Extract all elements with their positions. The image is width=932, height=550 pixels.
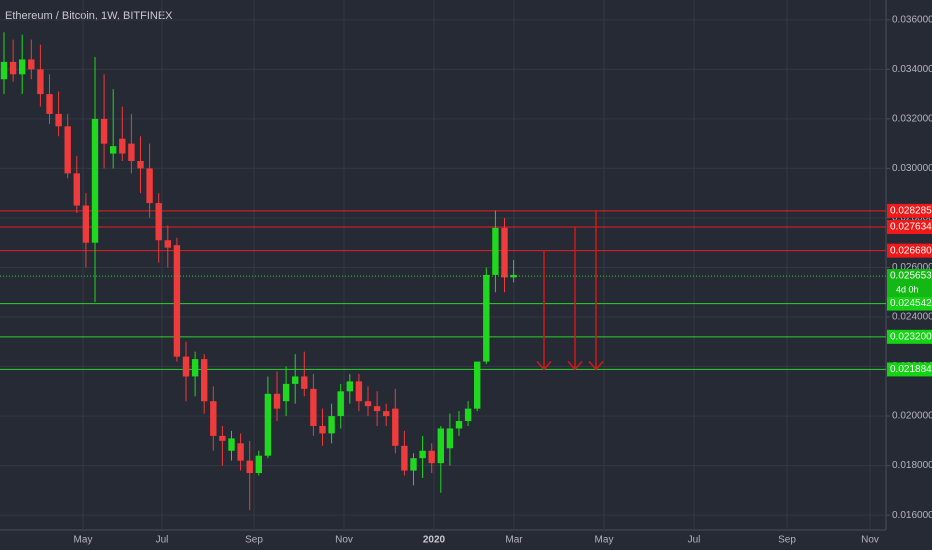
candle-body [383, 411, 390, 417]
level-tag [887, 329, 932, 344]
candle-body [191, 359, 199, 377]
candle-body [410, 458, 417, 471]
candle-body [346, 381, 353, 392]
level-label: 0.027634 [890, 222, 932, 233]
candle-body [55, 113, 62, 127]
candle-body [100, 118, 108, 144]
candle-body [328, 416, 335, 434]
x-tick-label: May [595, 535, 614, 546]
y-tick-label: 0.016000 [892, 510, 932, 521]
candle-body [155, 203, 162, 241]
countdown: 4d 0h [896, 284, 919, 294]
candle-body [210, 401, 217, 436]
level-tag [887, 362, 932, 377]
candle-body [82, 205, 90, 243]
candle-body [501, 227, 508, 278]
x-tick-label: 2020 [423, 535, 446, 546]
y-tick-label: 0.020000 [892, 411, 932, 422]
candle-body [164, 240, 171, 248]
candle-body [119, 138, 126, 154]
level-tag [887, 203, 932, 218]
candle-body [301, 376, 308, 389]
x-tick-label: Nov [861, 535, 879, 546]
candle-body [310, 388, 317, 426]
last-price-tag [887, 269, 932, 298]
arrow-head [536, 360, 552, 371]
candle-body [455, 421, 463, 429]
level-tag [887, 220, 932, 235]
candle-body [355, 381, 363, 402]
candle-body [110, 146, 117, 154]
candle-body [474, 361, 481, 409]
x-tick-label: Sep [245, 535, 263, 546]
y-tick-label: 0.032000 [892, 114, 932, 125]
candle-body [292, 376, 299, 384]
candle-body [246, 460, 253, 474]
candle-body [428, 450, 435, 464]
candle-body [282, 383, 290, 402]
candle-body [237, 443, 244, 461]
candle-body [319, 425, 326, 434]
candle-body [9, 61, 17, 75]
level-tag [887, 243, 932, 258]
last-price-label: 0.025653 [890, 271, 932, 282]
y-tick-label: 0.018000 [892, 460, 932, 471]
arrow-head [588, 360, 604, 371]
y-tick-label: 0.034000 [892, 64, 932, 75]
y-tick-label: 0.028000 [892, 213, 932, 224]
candle-body [401, 445, 408, 471]
candle-body [419, 450, 426, 459]
x-tick-label: Mar [505, 535, 523, 546]
chart-title: Ethereum / Bitcoin, 1W, BITFINEX [5, 10, 173, 22]
candle-body [64, 126, 71, 174]
candle-body [373, 406, 381, 412]
candle-body [146, 168, 153, 204]
candle-body [228, 438, 235, 451]
candle-body [492, 227, 499, 275]
x-tick-label: May [74, 535, 93, 546]
candle-body [483, 274, 490, 362]
candle-body [128, 143, 135, 161]
candle-body [19, 59, 26, 75]
candle-body [37, 69, 44, 95]
x-tick-label: Nov [335, 535, 353, 546]
y-tick-label: 0.036000 [892, 14, 932, 25]
y-tick-label: 0.026000 [892, 262, 932, 273]
candle-body [337, 391, 344, 417]
candle-body [446, 428, 454, 449]
arrow-head [567, 360, 583, 371]
candle-body [73, 173, 80, 206]
candle-body [264, 393, 272, 456]
level-label: 0.026680 [890, 245, 932, 256]
candle-body [137, 160, 144, 169]
x-tick-label: Sep [778, 535, 796, 546]
candle-body [255, 455, 262, 474]
candle-body [0, 61, 8, 80]
candle-body [91, 118, 99, 243]
level-tag [887, 296, 932, 311]
candle-body [219, 435, 226, 441]
y-tick-label: 0.030000 [892, 163, 932, 174]
level-label: 0.028285 [890, 206, 932, 217]
candle-body [392, 408, 399, 446]
candle-body [273, 393, 281, 409]
candle-body [364, 401, 372, 407]
level-label: 0.021884 [890, 364, 932, 375]
candle-body [201, 359, 208, 402]
level-label: 0.024542 [890, 298, 932, 309]
x-tick-label: Jul [688, 535, 701, 546]
level-label: 0.023200 [890, 331, 932, 342]
candle-body [173, 245, 181, 357]
candle-body [437, 428, 444, 464]
candle-body [28, 59, 35, 70]
candle-body [464, 408, 472, 422]
x-tick-label: Jul [156, 535, 169, 546]
y-tick-label: 0.024000 [892, 312, 932, 323]
candle-body [46, 94, 53, 114]
candle-body [182, 356, 190, 377]
